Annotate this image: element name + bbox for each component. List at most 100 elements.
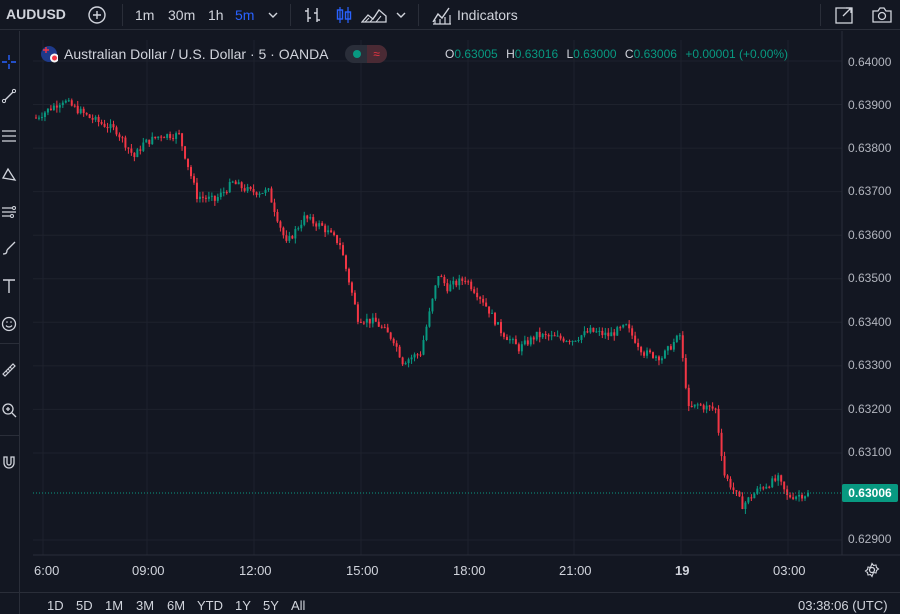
candle-up <box>428 311 431 327</box>
candle-down <box>637 342 640 347</box>
candle-up <box>660 358 663 361</box>
australia-flag-icon <box>41 46 58 63</box>
candle-down <box>362 322 365 324</box>
magnet-tool[interactable] <box>0 451 18 473</box>
candle-down <box>783 481 786 490</box>
range-ytd[interactable]: YTD <box>197 598 223 613</box>
interval-5m[interactable]: 5m <box>235 7 255 23</box>
candle-up <box>261 192 264 194</box>
interval-1m[interactable]: 1m <box>135 7 155 23</box>
range-5d[interactable]: 5D <box>76 598 93 613</box>
interval-30m[interactable]: 30m <box>168 7 196 23</box>
candle-down <box>681 335 684 358</box>
candle-up <box>40 117 43 119</box>
candle-down <box>714 408 717 410</box>
candle-down <box>732 487 735 491</box>
chevron-down-icon <box>268 12 278 18</box>
candle-down <box>568 341 571 343</box>
zoom-in-icon <box>2 403 17 418</box>
range-1y[interactable]: 1Y <box>235 598 251 613</box>
candle-up <box>622 324 625 328</box>
candle-up <box>198 196 201 199</box>
indicators-button-icon[interactable] <box>430 5 454 25</box>
candle-down <box>631 328 634 336</box>
candle-down <box>762 487 765 489</box>
range-1d[interactable]: 1D <box>47 598 64 613</box>
plus-circle-icon <box>88 6 106 24</box>
range-6m[interactable]: 6M <box>167 598 186 613</box>
symbol-search[interactable]: AUDUSD <box>6 6 66 22</box>
screenshot-button[interactable] <box>870 5 894 25</box>
candle-down <box>330 230 333 233</box>
candle-up <box>222 192 225 194</box>
candle-down <box>130 148 133 153</box>
candle-down <box>82 108 85 113</box>
range-all[interactable]: All <box>291 598 306 613</box>
price-tick: 0.63600 <box>848 228 892 242</box>
fullscreen-button[interactable] <box>833 5 855 25</box>
candle-up <box>37 117 40 119</box>
fib-retracement-icon <box>2 130 16 142</box>
utc-clock[interactable]: 03:38:06 (UTC) <box>798 598 888 613</box>
time-tick: 21:00 <box>559 563 592 578</box>
zoom-tool[interactable] <box>0 399 18 421</box>
price-tick: 0.63700 <box>848 184 892 198</box>
bar-style-button[interactable] <box>302 5 324 25</box>
candle-up <box>589 327 592 333</box>
candle-down <box>544 334 547 336</box>
compare-symbol-button[interactable] <box>86 5 108 25</box>
area-chart-icon <box>361 9 387 23</box>
candle-down <box>204 197 207 199</box>
range-5y[interactable]: 5Y <box>263 598 279 613</box>
indicators-button[interactable]: Indicators <box>457 7 518 23</box>
measure-tool[interactable] <box>0 359 18 381</box>
prediction-tool[interactable] <box>0 201 18 223</box>
text-icon <box>3 279 15 293</box>
interval-dropdown[interactable] <box>266 5 280 25</box>
candle-up <box>264 189 267 193</box>
candle-up <box>422 340 425 355</box>
price-tick: 0.63400 <box>848 315 892 329</box>
candle-down <box>386 327 389 333</box>
candle-down <box>252 189 255 193</box>
candle-down <box>717 408 720 433</box>
candle-down <box>342 245 345 256</box>
candle-down <box>640 346 643 353</box>
icon-tool[interactable] <box>0 313 18 335</box>
interval-1h[interactable]: 1h <box>208 7 224 23</box>
candle-down <box>270 188 273 203</box>
range-3m[interactable]: 3M <box>136 598 155 613</box>
candle-down <box>476 292 479 298</box>
symbol-title[interactable]: Australian Dollar / U.S. Dollar · 5 · OA… <box>64 46 329 62</box>
fib-tool[interactable] <box>0 125 18 147</box>
pattern-tool[interactable] <box>0 163 18 185</box>
brush-tool[interactable] <box>0 237 18 259</box>
candle-down <box>708 405 711 407</box>
candle-up <box>508 339 511 341</box>
candle-down <box>273 202 276 212</box>
candle-up <box>625 324 628 326</box>
candle-down <box>148 139 151 145</box>
magnet-icon <box>3 456 15 469</box>
area-style-button[interactable] <box>361 5 387 25</box>
candle-up <box>678 335 681 337</box>
trend-line-tool[interactable] <box>0 85 18 107</box>
candle-down <box>547 334 550 337</box>
chart-style-dropdown[interactable] <box>394 5 408 25</box>
market-status-pill[interactable]: ≈ <box>344 45 387 63</box>
crosshair-tool[interactable] <box>0 51 18 73</box>
close-value: 0.63006 <box>633 47 677 61</box>
range-1m[interactable]: 1M <box>105 598 124 613</box>
candle-up <box>747 497 750 503</box>
candle-down <box>553 335 556 337</box>
pattern-icon <box>1 167 17 181</box>
candle-up <box>529 337 532 345</box>
indicators-icon <box>432 7 451 25</box>
bottom-toolbar <box>0 592 900 614</box>
chart-settings-button[interactable] <box>864 562 880 583</box>
candle-up <box>437 276 440 286</box>
candle-down <box>741 496 744 510</box>
text-tool[interactable] <box>0 275 18 297</box>
candles-style-button[interactable] <box>333 5 355 25</box>
